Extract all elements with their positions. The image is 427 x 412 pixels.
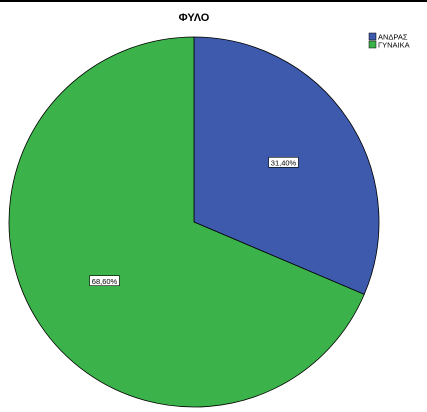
slice-label-box — [268, 157, 299, 168]
legend-label: ΑΝΔΡΑΣ — [378, 32, 408, 41]
slice-data-label: 68,60% — [92, 277, 118, 286]
pie-slice-labels: 31,40% 68,60% — [89, 157, 299, 287]
pie-slices — [8, 36, 380, 408]
legend-swatch — [368, 40, 377, 49]
slice-label-box — [89, 275, 120, 287]
pie-slice-female — [8, 36, 365, 408]
chart-title: ΦΥΛΟ — [179, 12, 210, 24]
legend-swatch — [368, 32, 377, 41]
top-border-line — [0, 0, 427, 2]
legend-label: ΓΥΝΑΙΚΑ — [378, 40, 410, 49]
slice-data-label: 31,40% — [271, 159, 297, 168]
